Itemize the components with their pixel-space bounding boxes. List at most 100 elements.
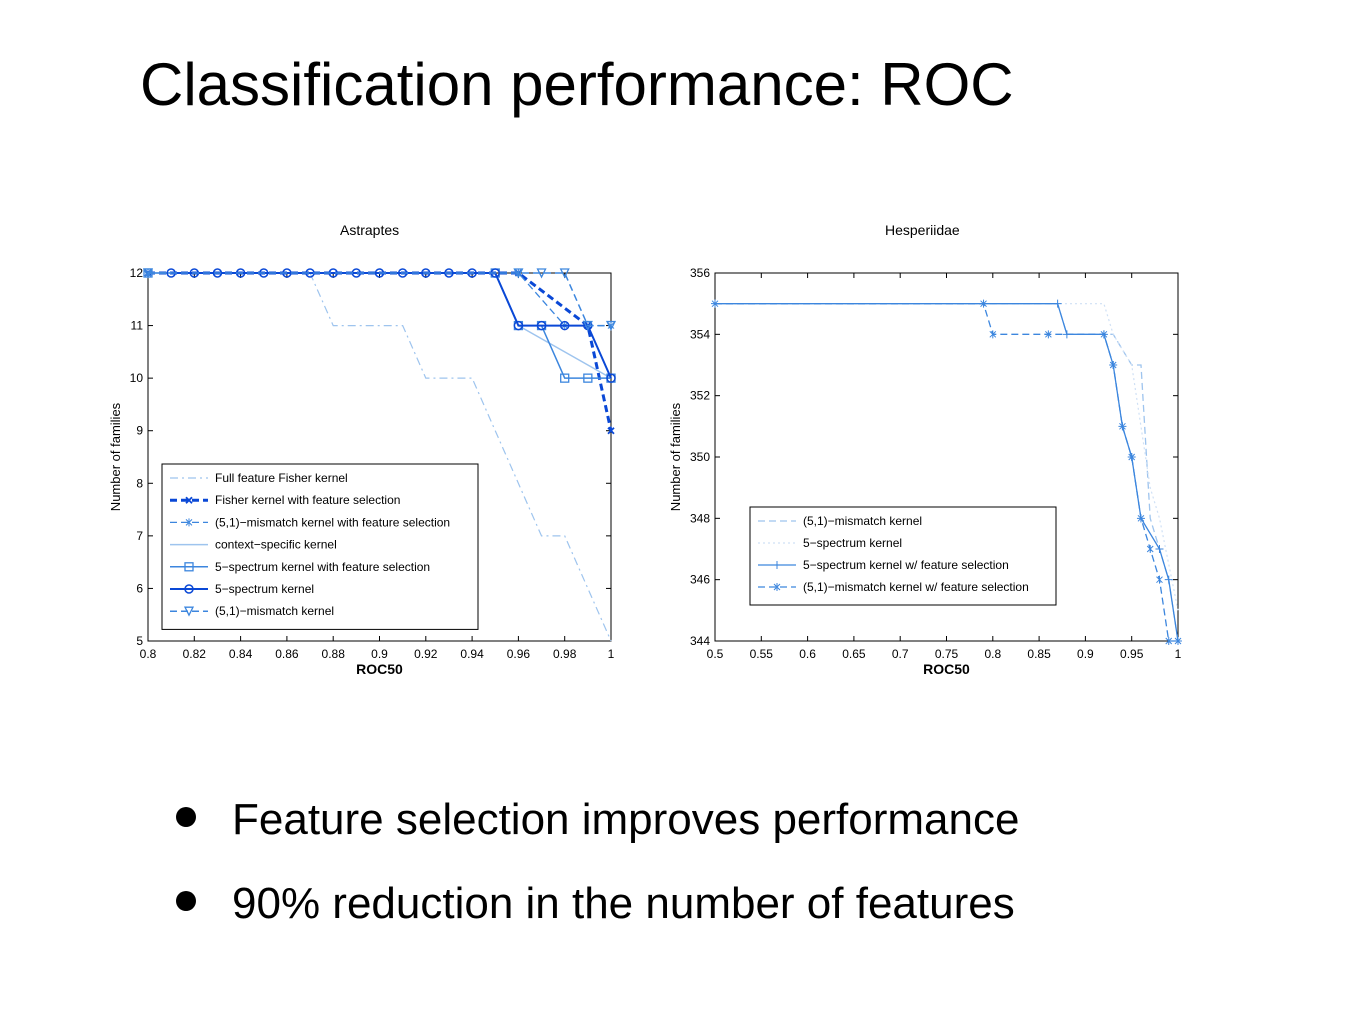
point-circle-12 [444, 268, 454, 278]
point-circle-15 [513, 320, 524, 331]
series-2 [715, 303, 1179, 611]
legend-label: 5−spectrum kernel w/ feature selection [803, 558, 1009, 572]
series-line [148, 272, 611, 327]
x-axis-label: ROC50 [356, 661, 403, 677]
legend-label: context−specific kernel [215, 538, 337, 552]
bullet-text: 90% reduction in the number of features [232, 879, 1015, 928]
x-tick-label: 0.8 [984, 647, 1001, 661]
chart-title-hesperiidae: Hesperiidae [885, 222, 960, 238]
point-circle-16 [536, 320, 547, 331]
y-tick-label: 354 [690, 327, 710, 341]
x-tick-label: 0.85 [1027, 647, 1051, 661]
series-line [148, 272, 612, 642]
legend-label: 5−spectrum kernel with feature selection [215, 560, 430, 574]
point-star-2 [989, 330, 997, 339]
point-star-9 [1146, 545, 1154, 553]
y-tick-label: 10 [130, 371, 144, 385]
point-circle-2 [212, 268, 223, 278]
chart-astraptes: 0.8 0.82 0.84 0.86 0.88 0.9 0.92 0.94 0.96 0.98 1 5… [108, 266, 617, 677]
y-axis-label: Number of families [108, 402, 123, 511]
chart-hesperiidae: 0.5 0.55 0.6 0.65 0.7 0.75 0.8 0.85 0.9 0.95 1 344 3… [668, 266, 1182, 677]
y-tick-label: 356 [690, 266, 710, 280]
series-1 [148, 272, 612, 642]
x-tick-label: 0.96 [507, 647, 531, 661]
point-star-7 [1128, 453, 1136, 461]
point-circle-legend-5 [184, 584, 194, 594]
x-tick-label: 0.9 [1077, 647, 1094, 661]
point-star-6 [1119, 422, 1126, 431]
point-plus-legend-2 [773, 561, 781, 569]
point-star-3 [1045, 330, 1052, 339]
x-tick-label: 0.6 [799, 647, 816, 661]
y-tick-label: 352 [690, 389, 710, 403]
bullet-dot [176, 807, 196, 827]
point-square-4 [560, 373, 570, 383]
x-tick-label: 0.98 [553, 647, 577, 661]
point-star-12 [1174, 637, 1182, 645]
series-line [715, 303, 1179, 611]
legend-label: (5,1)−mismatch kernel w/ feature selecti… [803, 580, 1029, 594]
point-circle-17 [559, 320, 570, 331]
y-tick-label: 5 [136, 634, 143, 648]
legend-label: 5−spectrum kernel [803, 536, 902, 550]
x-axis-label: ROC50 [923, 661, 970, 677]
chart-title-astraptes: Astraptes [340, 222, 400, 238]
point-triangle-5 [605, 320, 617, 332]
point-triangle-4 [582, 320, 593, 332]
point-star-8 [1137, 514, 1145, 523]
y-tick-label: 346 [690, 573, 710, 587]
point-triangle-3 [559, 268, 570, 279]
x-tick-label: 1 [608, 647, 615, 661]
point-plus-1 [1053, 299, 1062, 308]
x-tick-label: 0.5 [707, 647, 724, 661]
point-star-legend-3 [773, 583, 781, 591]
legend-box [161, 463, 479, 630]
legend-label: Full feature Fisher kernel [215, 471, 348, 485]
bullet-text: Feature selection improves performance [232, 795, 1020, 844]
legend-label: (5,1)−mismatch kernel [803, 514, 922, 528]
y-tick-label: 12 [130, 266, 144, 280]
y-tick-label: 7 [136, 529, 143, 543]
x-tick-label: 0.55 [750, 647, 774, 661]
slide-title: Classification performance: ROC [140, 51, 1014, 118]
series-4 [711, 299, 1182, 645]
point-star-1 [980, 299, 987, 308]
y-tick-label: 344 [690, 634, 710, 648]
point-plus-9 [1164, 575, 1173, 584]
point-star-11 [1165, 637, 1173, 645]
y-tick-label: 350 [690, 450, 710, 464]
legend-label: (5,1)−mismatch kernel [215, 604, 334, 618]
point-star-10 [1156, 575, 1163, 584]
x-tick-label: 0.75 [935, 647, 959, 661]
point-plus-8 [1155, 545, 1164, 553]
x-tick-label: 0.92 [414, 647, 438, 661]
legend: (5,1)−mismatch kernel 5−spectrum kernel 5−… [749, 506, 1057, 606]
x-tick-label: 0.82 [183, 647, 207, 661]
point-x-legend-1 [185, 496, 193, 504]
legend-box [749, 506, 1057, 606]
x-tick-label: 0.7 [892, 647, 909, 661]
point-square-legend-4 [184, 562, 194, 572]
x-tick-label: 0.65 [842, 647, 866, 661]
y-tick-label: 11 [131, 319, 144, 333]
x-tick-label: 0.9 [371, 647, 388, 661]
point-triangle-legend-6 [183, 606, 195, 617]
series-7 [142, 268, 617, 332]
point-triangle-1 [513, 268, 524, 279]
x-tick-label: 1 [1175, 647, 1182, 661]
y-tick-label: 6 [136, 581, 143, 595]
point-x-3 [607, 427, 615, 435]
point-star-0 [711, 299, 719, 308]
point-circle-19 [606, 373, 616, 383]
bullet-dot [176, 891, 196, 911]
point-square-5 [583, 373, 593, 383]
point-star-legend-2 [185, 518, 193, 527]
legend-label: Fisher kernel with feature selection [215, 493, 400, 507]
point-star-5 [1109, 361, 1117, 369]
legend-label: 5−spectrum kernel [215, 582, 314, 596]
y-tick-label: 8 [136, 476, 143, 490]
legend: Full feature Fisher kernel Fisher kernel … [161, 463, 479, 630]
y-axis-label: Number of families [668, 402, 683, 511]
x-tick-label: 0.94 [460, 647, 484, 661]
y-tick-label: 348 [690, 511, 710, 525]
